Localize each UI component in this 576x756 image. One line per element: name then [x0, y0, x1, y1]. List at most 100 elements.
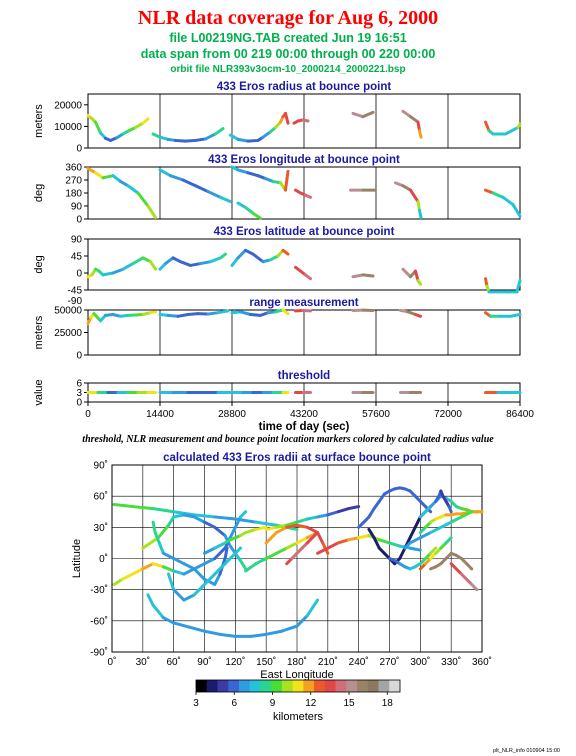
track-segment	[223, 546, 229, 560]
series-5	[399, 308, 422, 318]
track-7	[244, 531, 320, 573]
x-axis-label: time of day (sec)	[259, 421, 350, 433]
track-segment	[112, 577, 124, 586]
track-segment	[264, 531, 278, 545]
track-segment	[151, 562, 165, 569]
data-segment	[236, 168, 250, 175]
colorbar-swatch	[249, 680, 261, 692]
footer-stamp: plt_NLR_info 010904 15:00	[493, 748, 560, 754]
data-segment	[414, 313, 422, 318]
data-segment	[131, 256, 145, 266]
y-tick-label: 0	[76, 398, 82, 409]
track-segment	[305, 525, 320, 535]
track-segment	[346, 536, 361, 542]
track-segment	[274, 523, 289, 529]
data-segment	[206, 190, 222, 199]
track-segment	[274, 525, 289, 535]
map-y-axis-label: Latitude	[71, 539, 83, 578]
track-segment	[465, 562, 474, 571]
track-segment	[151, 603, 165, 620]
colorbar-label: kilometers	[273, 711, 324, 723]
y-tick-label: 0	[76, 144, 82, 155]
data-segment	[186, 312, 200, 316]
map-y-tick-label: -30˚	[90, 584, 108, 596]
latitude-panel: 433 Eros latitude at bounce point -45 0 45 9…	[33, 226, 522, 307]
track-15	[418, 510, 484, 535]
data-segment	[126, 184, 140, 195]
track-segment	[167, 515, 176, 527]
track-segment	[264, 525, 278, 531]
track-segment	[285, 541, 299, 550]
track-segment	[326, 510, 340, 517]
track-segment	[274, 546, 289, 555]
data-segment	[261, 130, 272, 139]
series-3	[294, 265, 312, 281]
data-segment	[101, 174, 115, 180]
track-20	[388, 546, 438, 571]
data-segment	[94, 171, 105, 180]
track-segment	[444, 536, 453, 545]
x-tick-label: 28800	[218, 409, 246, 420]
track-segment	[357, 534, 371, 540]
track-5	[146, 593, 320, 638]
track-segment	[254, 520, 278, 527]
y-tick-label: 270	[65, 176, 82, 187]
track-segment	[172, 513, 186, 519]
map-y-tick-label: 30˚	[94, 522, 108, 534]
panel-title: 433 Eros latitude at bounce point	[214, 226, 395, 238]
track-segment	[336, 507, 350, 514]
data-segment	[230, 256, 240, 267]
colorbar-swatch	[389, 680, 401, 692]
track-segment	[336, 538, 350, 545]
data-segment	[209, 256, 222, 264]
track-segment	[295, 614, 309, 628]
panel-title: 433 Eros longitude at bounce point	[208, 154, 400, 166]
y-tick-label: 90	[71, 202, 83, 213]
data-segment	[401, 109, 412, 119]
data-segment	[401, 267, 412, 279]
colorbar-swatch	[206, 680, 218, 692]
track-segment	[172, 557, 186, 566]
track-0	[112, 502, 299, 531]
track-segment	[238, 510, 248, 519]
track-segment	[228, 525, 237, 540]
data-segment	[351, 111, 365, 119]
series-2	[230, 308, 290, 317]
data-segment	[149, 310, 157, 315]
y-axis-label: deg	[33, 255, 45, 273]
track-segment	[429, 546, 438, 555]
colorbar-swatch	[314, 680, 326, 692]
track-segment	[238, 559, 248, 571]
data-segment	[219, 195, 232, 204]
data-segment	[136, 191, 150, 208]
colorbar: 3 6 9 12 15 18 kilometers	[193, 679, 401, 723]
data-segment	[149, 260, 157, 271]
track-8	[264, 505, 361, 531]
track-segment	[213, 546, 227, 560]
track-segment	[131, 567, 145, 576]
data-segment	[418, 208, 423, 220]
track-segment	[151, 520, 157, 535]
track-segment	[213, 541, 227, 550]
map-x-tick-label: 240˚	[349, 656, 369, 668]
data-segment	[174, 138, 187, 143]
track-segment	[161, 551, 176, 560]
data-segment	[409, 188, 420, 204]
map-x-tick-label: 0˚	[108, 656, 117, 668]
track-17	[429, 551, 474, 571]
track-segment	[120, 572, 135, 581]
track-13	[357, 486, 433, 529]
data-segment	[236, 248, 247, 260]
track-segment	[470, 582, 479, 592]
track-6	[203, 525, 268, 555]
track-segment	[192, 515, 206, 524]
track-segment	[223, 551, 237, 566]
data-segment	[184, 138, 197, 143]
colorbar-tick-label: 12	[305, 698, 317, 709]
colorbar-swatch	[346, 680, 358, 692]
data-segment	[251, 252, 265, 264]
colorbar-swatch	[260, 680, 272, 692]
map-y-tick-label: 60˚	[94, 491, 108, 503]
track-4	[167, 546, 242, 602]
map-x-tick-label: 120˚	[225, 656, 245, 668]
